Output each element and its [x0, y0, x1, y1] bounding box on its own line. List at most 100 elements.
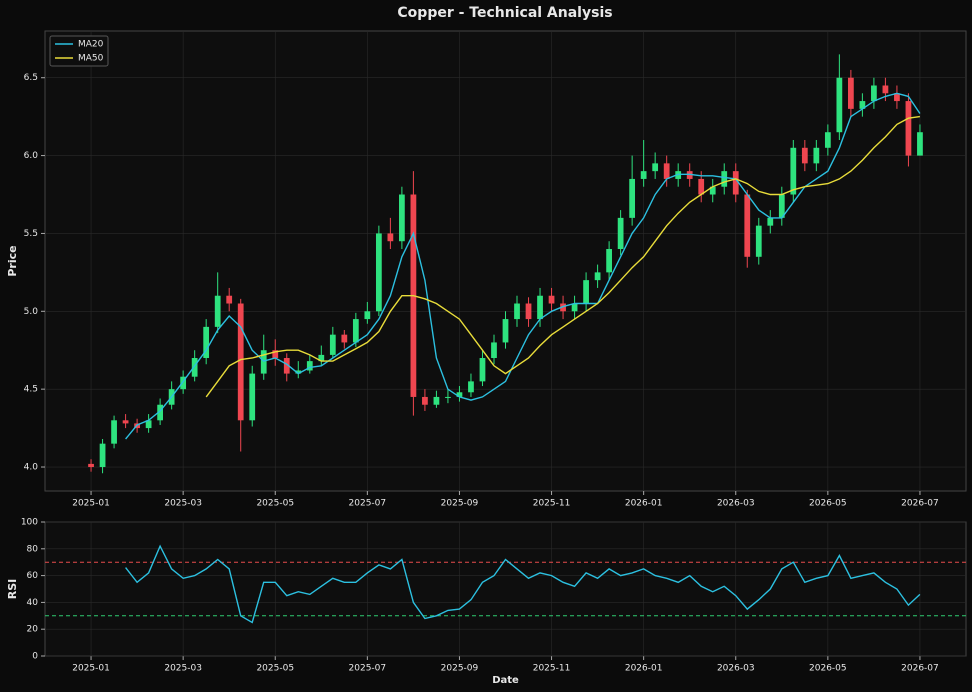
y-tick-label: 60 — [27, 571, 39, 581]
candle-body — [571, 303, 578, 312]
x-tick-label: 2025-03 — [164, 499, 202, 509]
candle-body — [686, 171, 693, 179]
x-tick-label: 2025-11 — [533, 664, 571, 674]
legend: MA20 MA50 — [49, 35, 109, 67]
candle-body — [491, 342, 497, 359]
rsi-line — [125, 544, 921, 624]
y-tick-label: 40 — [27, 598, 39, 608]
x-tick-label: 2025-09 — [441, 664, 479, 674]
legend-label: MA50 — [78, 54, 104, 64]
y-tick-label: 4.0 — [24, 463, 39, 473]
candle-body — [824, 132, 831, 148]
candle-body — [226, 295, 233, 304]
candle-body — [329, 334, 336, 355]
candle-body — [755, 225, 762, 257]
candle-body — [272, 350, 279, 359]
x-tick-label: 2026-05 — [809, 664, 847, 674]
candle-body — [663, 163, 670, 179]
x-axis-label: Date — [492, 675, 519, 686]
candle-body — [157, 404, 164, 421]
candle-body — [445, 396, 451, 398]
candle-body — [537, 295, 543, 320]
ma-line — [125, 92, 921, 440]
candle-body — [283, 358, 290, 374]
candle-body — [399, 194, 405, 242]
candle-body — [111, 420, 117, 444]
x-tick-label: 2025-05 — [256, 664, 294, 674]
x-tick-label: 2025-11 — [533, 499, 571, 509]
candle-body — [99, 443, 106, 468]
candle-body — [721, 171, 728, 187]
candle-body — [732, 171, 739, 195]
candle-body — [122, 420, 129, 424]
candle-body — [917, 132, 923, 156]
x-tick-label: 2025-01 — [72, 664, 110, 674]
candle-body — [318, 354, 325, 362]
candle-body — [479, 358, 486, 382]
candle-body — [88, 463, 94, 468]
candle-body — [744, 194, 751, 257]
candle-body — [617, 217, 624, 250]
x-tick-label: 2025-09 — [441, 499, 479, 509]
candle-body — [422, 396, 428, 405]
candle-body — [847, 77, 854, 109]
candle-body — [514, 303, 520, 320]
candle-body — [468, 381, 474, 393]
chart-title: Copper - Technical Analysis — [397, 5, 612, 21]
candle-body — [836, 77, 843, 133]
candle-body — [180, 376, 187, 390]
x-tick-label: 2026-05 — [809, 499, 847, 509]
candle-body — [882, 85, 889, 94]
candle-body — [145, 420, 152, 429]
candle-body — [387, 233, 394, 242]
candle-body — [767, 217, 774, 226]
x-tick-label: 2025-03 — [164, 664, 202, 674]
candle-body — [606, 249, 612, 273]
x-tick-label: 2026-03 — [717, 499, 755, 509]
ma-line — [205, 115, 920, 398]
candle-body — [525, 303, 532, 320]
y-tick-label: 5.5 — [24, 229, 38, 239]
candle-body — [698, 178, 705, 195]
x-tick-label: 2026-03 — [717, 664, 755, 674]
candle-body — [905, 101, 912, 156]
candle-body — [364, 311, 371, 320]
y-tick-label: 80 — [27, 544, 39, 554]
candle-body — [594, 272, 601, 281]
y-axis-label: RSI — [6, 579, 19, 600]
candle-body — [652, 163, 659, 172]
x-tick-label: 2026-07 — [901, 499, 939, 509]
candle-body — [306, 361, 313, 371]
y-tick-label: 6.5 — [24, 73, 38, 83]
x-tick-label: 2026-01 — [625, 664, 663, 674]
candle-body — [375, 233, 382, 312]
y-tick-label: 0 — [32, 652, 38, 662]
candle-body — [813, 147, 820, 164]
plot-area — [44, 521, 967, 657]
candle-body — [790, 147, 797, 195]
candle-body — [859, 101, 866, 109]
x-tick-label: 2025-05 — [256, 499, 294, 509]
candle-body — [456, 392, 463, 397]
candle-body — [341, 334, 348, 343]
x-tick-label: 2026-01 — [625, 499, 663, 509]
candle-body — [203, 326, 210, 359]
y-tick-label: 4.5 — [24, 385, 38, 395]
candle-body — [583, 280, 589, 304]
candle-body — [237, 303, 244, 421]
candle-body — [502, 319, 509, 343]
candle-body — [352, 319, 359, 343]
candle-body — [260, 350, 267, 374]
candle-body — [640, 171, 647, 179]
candle-body — [778, 194, 785, 218]
legend-label: MA20 — [78, 40, 104, 50]
candle-body — [214, 295, 221, 327]
candle-body — [548, 295, 555, 304]
candle-body — [709, 186, 716, 195]
candle-body — [629, 178, 636, 218]
y-axis-label: Price — [6, 245, 19, 276]
y-tick-label: 6.0 — [24, 151, 39, 161]
candle-body — [249, 373, 256, 421]
